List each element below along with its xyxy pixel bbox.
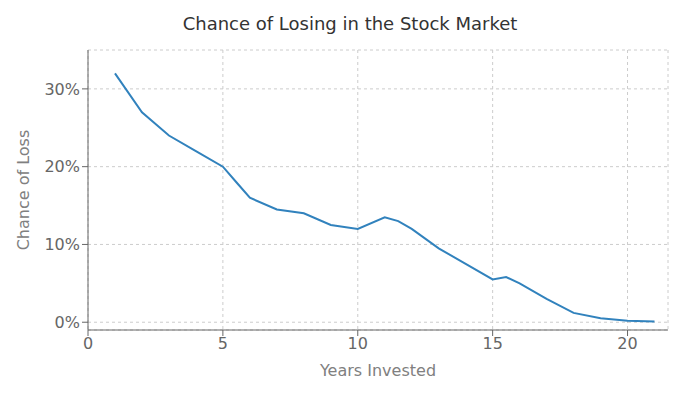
svg-text:Chance of Loss: Chance of Loss (14, 130, 33, 251)
svg-text:5: 5 (218, 334, 228, 353)
svg-text:Years Invested: Years Invested (319, 361, 436, 380)
svg-text:30%: 30% (44, 80, 80, 99)
svg-text:20%: 20% (44, 157, 80, 176)
svg-text:10%: 10% (44, 235, 80, 254)
svg-text:20: 20 (617, 334, 637, 353)
svg-text:15: 15 (482, 334, 502, 353)
svg-text:10: 10 (348, 334, 368, 353)
svg-text:0%: 0% (55, 313, 80, 332)
html-text:Chance of Losing in the Stock: Chance of Losing in the Stock Market (182, 13, 518, 34)
svg-text:0: 0 (83, 334, 93, 353)
